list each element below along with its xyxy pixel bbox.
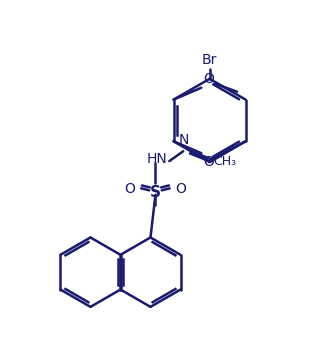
Text: CH₃: CH₃: [213, 155, 236, 168]
Text: O: O: [203, 72, 214, 86]
Text: O: O: [125, 182, 135, 196]
Text: O: O: [203, 155, 214, 169]
Text: Br: Br: [202, 53, 217, 67]
Text: O: O: [175, 182, 186, 196]
Text: HN: HN: [147, 152, 167, 166]
Text: N: N: [179, 133, 189, 147]
Text: S: S: [150, 185, 161, 200]
